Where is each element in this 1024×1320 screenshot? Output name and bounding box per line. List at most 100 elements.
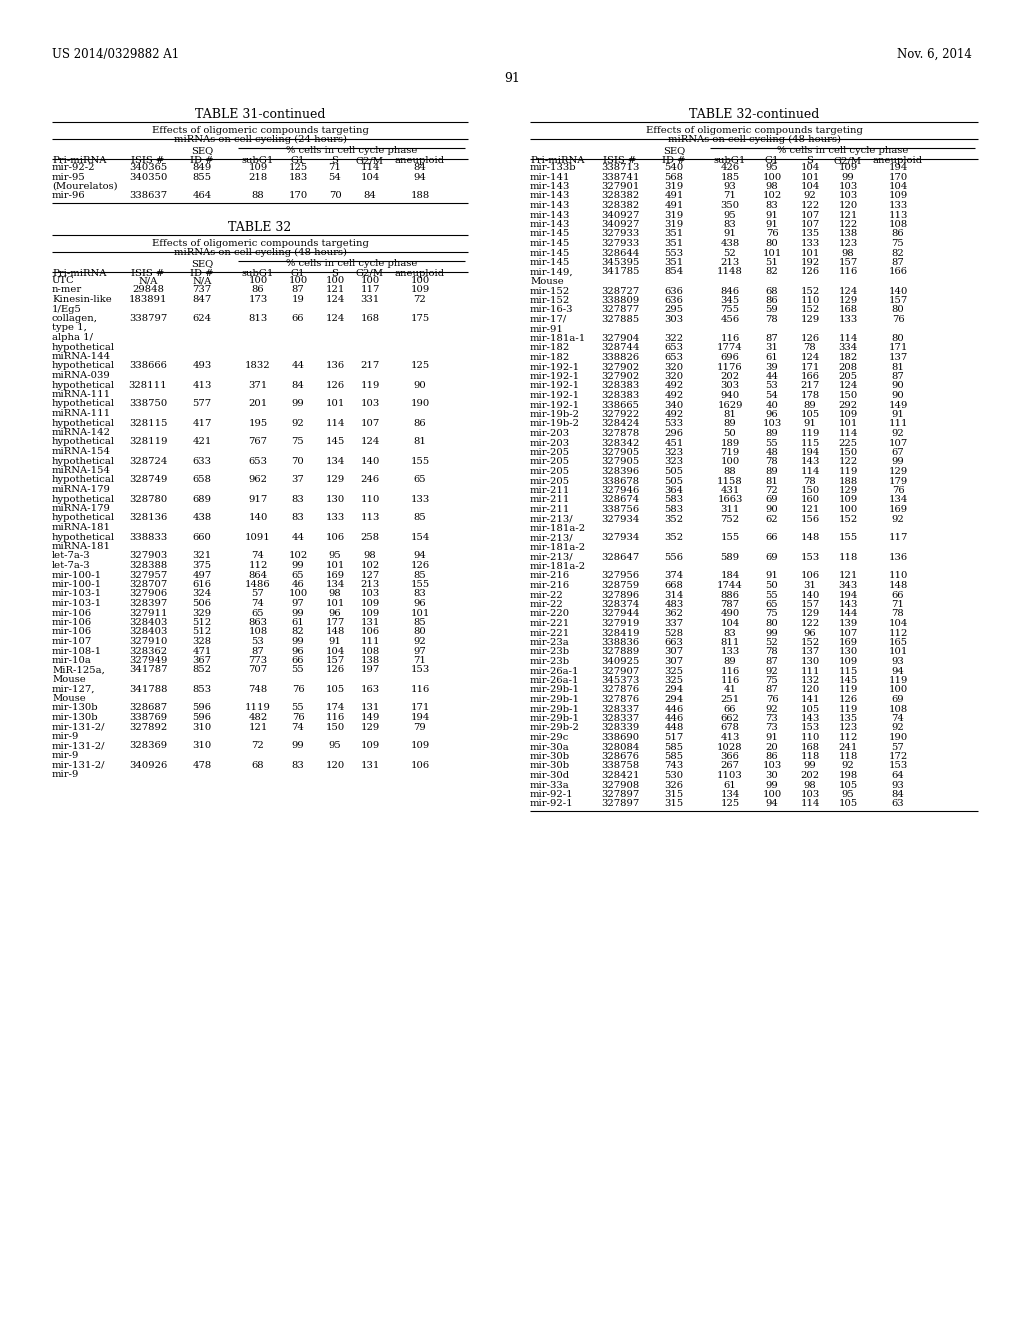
Text: mir-213/: mir-213/	[530, 515, 573, 524]
Text: 106: 106	[360, 627, 380, 636]
Text: 69: 69	[766, 553, 778, 561]
Text: hypothetical: hypothetical	[52, 342, 115, 351]
Text: miRNA-039: miRNA-039	[52, 371, 111, 380]
Text: 505: 505	[665, 477, 684, 486]
Text: 327897: 327897	[601, 800, 639, 808]
Text: 75: 75	[766, 676, 778, 685]
Text: 80: 80	[766, 239, 778, 248]
Text: 108: 108	[889, 220, 907, 228]
Text: 568: 568	[665, 173, 683, 181]
Text: 93: 93	[724, 182, 736, 191]
Text: 341785: 341785	[601, 268, 639, 276]
Text: 662: 662	[721, 714, 739, 723]
Text: 328383: 328383	[601, 391, 639, 400]
Text: 82: 82	[292, 627, 304, 636]
Text: mir-203: mir-203	[530, 438, 570, 447]
Text: 172: 172	[889, 752, 907, 762]
Text: 133: 133	[801, 239, 819, 248]
Text: hypothetical: hypothetical	[52, 457, 115, 466]
Text: mir-130b: mir-130b	[52, 704, 98, 713]
Text: 89: 89	[804, 400, 816, 409]
Text: 99: 99	[292, 561, 304, 570]
Text: 111: 111	[888, 420, 907, 429]
Text: TABLE 31-continued: TABLE 31-continued	[195, 108, 326, 121]
Text: 326: 326	[665, 780, 683, 789]
Text: 80: 80	[414, 627, 426, 636]
Text: 102: 102	[360, 561, 380, 570]
Text: 303: 303	[665, 315, 684, 323]
Text: 101: 101	[762, 248, 781, 257]
Text: 1028: 1028	[717, 742, 742, 751]
Text: 421: 421	[193, 437, 212, 446]
Text: mir-192-1: mir-192-1	[530, 372, 581, 381]
Text: 88: 88	[252, 191, 264, 201]
Text: 140: 140	[801, 590, 819, 599]
Text: 658: 658	[193, 475, 212, 484]
Text: 471: 471	[193, 647, 212, 656]
Text: mir-181a-2: mir-181a-2	[530, 524, 586, 533]
Text: 328119: 328119	[129, 437, 167, 446]
Text: 80: 80	[766, 619, 778, 628]
Text: 338665: 338665	[601, 400, 639, 409]
Text: 87: 87	[252, 647, 264, 656]
Text: 109: 109	[839, 495, 858, 504]
Text: 133: 133	[720, 648, 739, 656]
Text: 194: 194	[888, 162, 907, 172]
Text: 103: 103	[801, 789, 819, 799]
Text: 67: 67	[892, 447, 904, 457]
Text: 448: 448	[665, 723, 684, 733]
Text: 84: 84	[364, 191, 377, 201]
Text: 104: 104	[326, 647, 345, 656]
Text: 540: 540	[665, 162, 684, 172]
Text: 137: 137	[889, 352, 907, 362]
Text: 82: 82	[892, 248, 904, 257]
Text: 319: 319	[665, 220, 684, 228]
Text: mir-216: mir-216	[530, 581, 570, 590]
Text: 75: 75	[766, 610, 778, 619]
Text: 87: 87	[766, 334, 778, 343]
Text: 97: 97	[292, 599, 304, 609]
Text: 125: 125	[720, 800, 739, 808]
Text: 78: 78	[804, 477, 816, 486]
Text: mir-29b-2: mir-29b-2	[530, 723, 580, 733]
Text: 83: 83	[292, 760, 304, 770]
Text: 52: 52	[724, 248, 736, 257]
Text: 135: 135	[839, 714, 858, 723]
Text: 585: 585	[665, 742, 684, 751]
Text: 852: 852	[193, 665, 212, 675]
Text: 92: 92	[842, 762, 854, 771]
Text: 133: 133	[326, 513, 345, 523]
Text: 66: 66	[292, 656, 304, 665]
Text: 131: 131	[360, 618, 380, 627]
Text: 327934: 327934	[601, 515, 639, 524]
Text: 367: 367	[193, 656, 212, 665]
Text: 171: 171	[801, 363, 819, 371]
Text: 328374: 328374	[601, 601, 639, 609]
Text: 75: 75	[892, 239, 904, 248]
Text: 121: 121	[839, 210, 858, 219]
Text: 553: 553	[665, 248, 684, 257]
Text: 855: 855	[193, 173, 212, 181]
Text: 82: 82	[766, 268, 778, 276]
Text: 157: 157	[839, 257, 858, 267]
Text: 109: 109	[839, 162, 858, 172]
Text: 201: 201	[249, 400, 267, 408]
Text: 188: 188	[411, 191, 430, 201]
Text: 157: 157	[801, 601, 819, 609]
Text: 103: 103	[763, 762, 781, 771]
Text: 492: 492	[665, 391, 684, 400]
Text: mir-141: mir-141	[530, 173, 570, 181]
Text: 512: 512	[193, 627, 212, 636]
Text: 166: 166	[889, 268, 907, 276]
Text: 122: 122	[801, 619, 819, 628]
Text: 140: 140	[248, 513, 267, 523]
Text: mir-23b: mir-23b	[530, 648, 570, 656]
Text: 118: 118	[801, 752, 819, 762]
Text: 310: 310	[193, 722, 212, 731]
Text: 55: 55	[292, 704, 304, 713]
Text: 155: 155	[839, 533, 858, 543]
Text: miRNA-111: miRNA-111	[52, 409, 112, 418]
Text: 431: 431	[720, 486, 739, 495]
Text: 92: 92	[892, 429, 904, 438]
Text: 106: 106	[411, 760, 429, 770]
